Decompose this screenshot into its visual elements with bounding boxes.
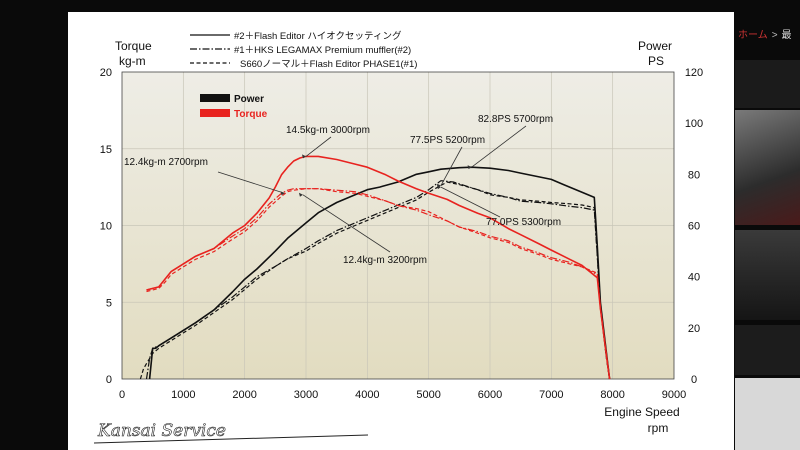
power-dashdot-line [145, 180, 611, 380]
kansai-service-logo: Kansai Service [93, 421, 369, 444]
right-axis-ticks: 0 20 40 60 80 100 120 [685, 67, 703, 386]
right-tick-label: 60 [688, 221, 700, 233]
x-tick-label: 5000 [416, 389, 440, 401]
annotation-leader [440, 186, 501, 218]
breadcrumb-separator: > [771, 30, 778, 41]
breadcrumb-home-link[interactable]: ホーム [738, 30, 768, 41]
annotation-label: 82.8PS 5700rpm [478, 114, 553, 125]
x-axis-title: Engine Speed [604, 405, 679, 419]
annotation-label: 77.5PS 5200rpm [410, 135, 485, 146]
left-axis-unit: kg-m [119, 54, 146, 68]
sidebar-thumbnail-interior[interactable] [735, 230, 800, 320]
right-axis-title: Power [638, 39, 672, 53]
x-tick-label: 7000 [539, 389, 563, 401]
annotation-label: 14.5kg-m 3000rpm [286, 125, 370, 136]
torque-solid-line [146, 155, 611, 380]
sidebar-thumbnail-car[interactable] [735, 110, 800, 225]
annotation-arrowhead [467, 165, 472, 170]
annotation-arrowhead [280, 191, 285, 196]
legend-label-power: Power [234, 94, 264, 105]
right-tick-label: 40 [688, 272, 700, 284]
grid-lines [121, 71, 675, 380]
left-tick-label: 0 [106, 374, 112, 386]
right-axis-unit: PS [648, 54, 664, 68]
plot-border [121, 71, 675, 380]
annotation-leader [471, 125, 527, 168]
power-dashed-line [139, 181, 611, 380]
legend-label: S660ノーマル＋Flash Editor PHASE1(#1) [240, 59, 417, 70]
right-tick-label: 0 [691, 374, 697, 386]
style-legend: #2＋Flash Editor ハイオクセッティング #1＋HKS LEGAMA… [190, 30, 417, 70]
sidebar-thumbnail-chart[interactable] [735, 378, 800, 450]
x-axis-ticks: 0 1000 2000 3000 4000 5000 6000 7000 8000 9000 [119, 389, 686, 401]
annotation-arrowhead [436, 185, 441, 190]
left-tick-label: 10 [100, 221, 112, 233]
x-tick-label: 0 [119, 389, 125, 401]
logo-underline [93, 434, 369, 444]
torque-dashdot-line [146, 188, 611, 380]
annotation-leaders [217, 125, 527, 253]
annotation-label: 77.0PS 5300rpm [486, 217, 561, 228]
breadcrumb: ホーム > 最 [738, 26, 792, 41]
annotation-leader [305, 136, 332, 157]
annotation-label: 12.4kg-m 3200rpm [343, 255, 427, 266]
annotation-arrowhead [298, 192, 303, 197]
annotation-leader [217, 171, 285, 194]
left-tick-label: 20 [100, 67, 112, 79]
right-tick-label: 80 [688, 169, 700, 181]
torque-dashed-line [146, 188, 611, 380]
x-tick-label: 4000 [355, 389, 379, 401]
x-tick-label: 8000 [600, 389, 624, 401]
x-axis-unit: rpm [648, 421, 669, 435]
x-tick-label: 1000 [171, 389, 195, 401]
right-tick-label: 20 [688, 323, 700, 335]
legend-label-torque: Torque [234, 109, 268, 120]
x-tick-label: 9000 [662, 389, 686, 401]
series-layer [139, 155, 611, 380]
legend-label: #1＋HKS LEGAMAX Premium muffler(#2) [234, 45, 411, 56]
sidebar-thumbnail[interactable] [735, 325, 800, 375]
annotation-leader [302, 194, 391, 253]
annotation-leader [440, 146, 463, 186]
dyno-chart: 0 1000 2000 3000 4000 5000 6000 7000 8000 9000 05… [93, 30, 703, 444]
legend-swatch-power [200, 94, 230, 102]
x-tick-label: 6000 [478, 389, 502, 401]
left-axis-ticks: 0 5 10 15 20 [100, 67, 112, 386]
sidebar-banner[interactable] [735, 60, 800, 108]
right-tick-label: 120 [685, 67, 703, 79]
metric-legend: Power Torque [200, 94, 268, 120]
x-tick-label: 2000 [232, 389, 256, 401]
logo-text: Kansai Service [97, 421, 226, 441]
annotation-label: 12.4kg-m 2700rpm [124, 157, 208, 168]
x-tick-label: 3000 [294, 389, 318, 401]
left-axis-title: Torque [115, 39, 152, 53]
legend-swatch-torque [200, 109, 230, 117]
breadcrumb-current: 最 [781, 30, 792, 41]
annotations: 82.8PS 5700rpm 77.5PS 5200rpm 14.5kg-m 300… [124, 114, 561, 266]
right-tick-label: 100 [685, 118, 703, 130]
annotation-arrowhead [302, 154, 306, 159]
left-tick-label: 15 [100, 144, 112, 156]
left-tick-label: 5 [106, 297, 112, 309]
legend-label: #2＋Flash Editor ハイオクセッティング [234, 30, 402, 42]
